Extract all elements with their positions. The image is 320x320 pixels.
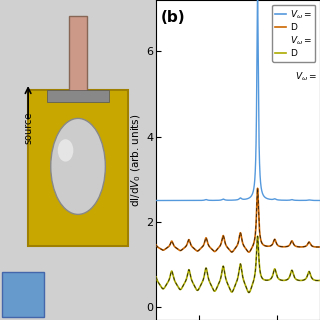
FancyBboxPatch shape — [0, 0, 156, 320]
Y-axis label: dI/d$V_0$ (arb. units): dI/d$V_0$ (arb. units) — [130, 113, 143, 207]
FancyBboxPatch shape — [69, 16, 87, 96]
FancyBboxPatch shape — [47, 90, 109, 102]
Text: source: source — [23, 112, 33, 144]
FancyBboxPatch shape — [28, 90, 128, 246]
FancyBboxPatch shape — [2, 272, 44, 317]
Legend: $V_\omega = $, D, $V_\omega = $, D: $V_\omega = $, D, $V_\omega = $, D — [272, 4, 316, 61]
Text: $V_\omega = $: $V_\omega = $ — [295, 22, 317, 35]
Text: $V_\omega = $: $V_\omega = $ — [295, 70, 317, 83]
Ellipse shape — [51, 118, 105, 214]
Text: (b): (b) — [161, 10, 186, 25]
Ellipse shape — [58, 139, 73, 162]
